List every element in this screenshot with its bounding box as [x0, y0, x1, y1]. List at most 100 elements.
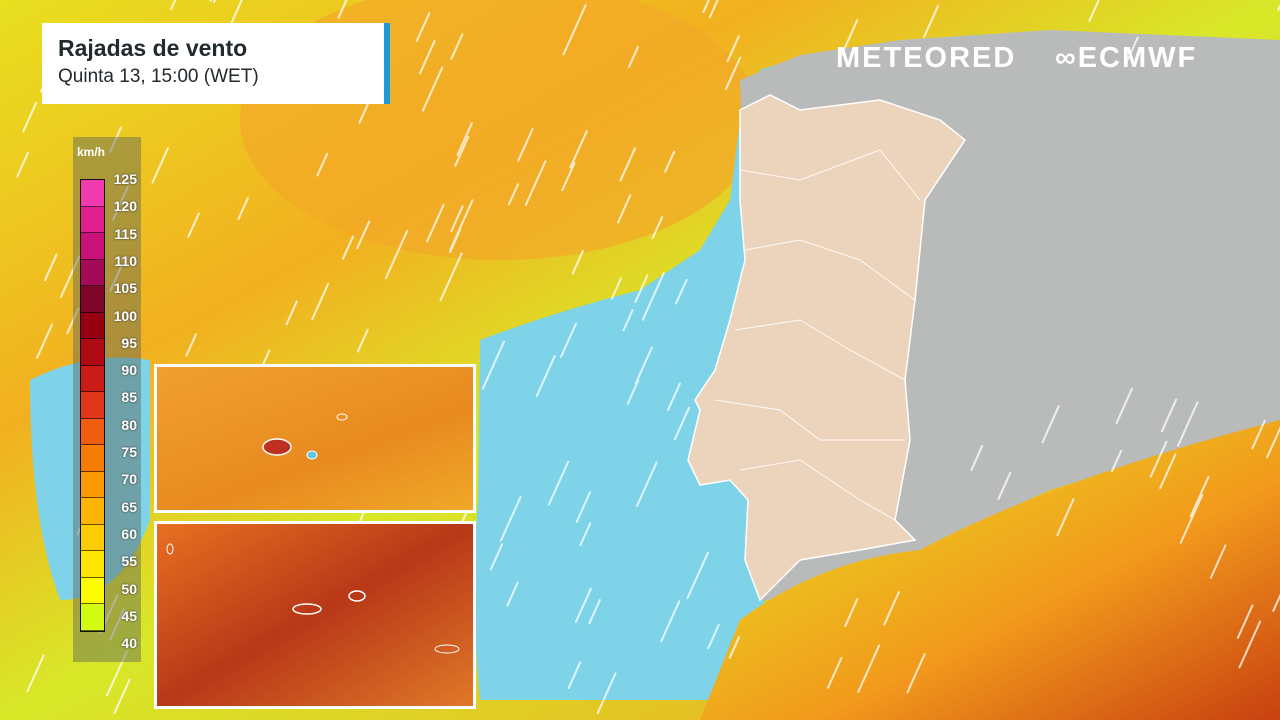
wind-streak [439, 252, 463, 302]
wind-streak [708, 0, 719, 19]
legend-label: 95 [121, 334, 137, 351]
wind-streak [906, 653, 926, 694]
wind-streak [726, 35, 740, 63]
wind-streak [857, 644, 881, 693]
wind-streak [506, 581, 519, 607]
wind-streak [26, 654, 45, 692]
wind-streak [883, 591, 900, 626]
legend-label: 100 [113, 307, 137, 324]
map-timestamp: Quinta 13, 15:00 (WET) [58, 66, 259, 87]
wind-streak [579, 522, 592, 547]
wind-streak [507, 183, 519, 206]
wind-streak [635, 461, 658, 508]
legend-swatch [81, 392, 104, 419]
wind-streak [567, 661, 582, 690]
wind-streak [641, 272, 665, 321]
wind-streak [651, 216, 664, 240]
wind-streak [419, 40, 436, 75]
wind-streak [617, 194, 632, 224]
wind-streak [844, 598, 859, 628]
wind-streak [1251, 419, 1266, 450]
legend-swatch [81, 233, 104, 260]
wind-streak [415, 12, 431, 42]
title-panel: Rajadas de vento Quinta 13, 15:00 (WET) [42, 23, 390, 104]
wind-streak [569, 130, 588, 169]
legend-color-bar [80, 179, 105, 632]
wind-streak [454, 135, 470, 167]
wind-streak [627, 46, 639, 69]
legend-label: 70 [121, 471, 137, 488]
wind-streak [59, 255, 81, 298]
legend-swatch [81, 471, 104, 498]
legend-swatch [81, 577, 104, 604]
wind-streak [970, 444, 984, 472]
wind-streak [337, 0, 348, 19]
portugal-land [687, 94, 967, 602]
wind-streak [626, 379, 640, 405]
ocean [474, 60, 790, 700]
wind-streak [341, 235, 355, 260]
wind-streak [384, 229, 409, 280]
legend-swatch [81, 418, 104, 445]
wind-streak [571, 250, 584, 275]
wind-streak [610, 277, 622, 300]
wind-streak [1115, 387, 1133, 424]
inset-map-lower [154, 521, 476, 709]
wind-streak [660, 600, 681, 643]
legend-swatch [81, 604, 104, 631]
legend-label: 110 [114, 252, 137, 269]
legend-swatch [81, 551, 104, 578]
wind-streak [547, 460, 570, 506]
ecmwf-logo: ∞ECMWF [1055, 42, 1198, 74]
wind-streak [596, 672, 617, 715]
wind-streak [356, 328, 369, 353]
wind-streak [500, 495, 522, 542]
wind-streak [111, 185, 129, 221]
legend-label: 125 [113, 171, 137, 187]
wind-streak [36, 323, 54, 359]
legend-label: 55 [121, 553, 137, 570]
wind-streak [170, 0, 177, 11]
wind-streak [728, 636, 741, 659]
island-group [166, 543, 460, 654]
wind-streak [1149, 440, 1168, 478]
legend-label: 50 [121, 580, 137, 597]
district-borders [714, 149, 921, 521]
wind-streak [481, 340, 506, 390]
wind-streak [686, 551, 709, 600]
legend-label: 80 [121, 416, 137, 433]
wind-streak [1266, 426, 1280, 459]
wind-streak [237, 197, 249, 220]
wind-streak [634, 346, 653, 385]
wind-streak [664, 150, 676, 173]
south-wind-field [700, 420, 1280, 720]
wind-streak [109, 126, 123, 153]
legend-label: 90 [121, 362, 137, 379]
legend-label: 115 [114, 225, 137, 242]
wind-streak [109, 266, 123, 292]
wind-streak [588, 599, 601, 625]
wind-streak [1236, 604, 1254, 639]
legend-swatch [81, 206, 104, 233]
wind-streak [524, 160, 547, 206]
wind-streak [622, 309, 634, 332]
wind-streak [707, 624, 720, 650]
wind-streak [316, 152, 329, 177]
wind-streak [44, 253, 58, 282]
wind-streak [426, 203, 445, 243]
wind-streak [634, 274, 649, 303]
wind-streak [1041, 405, 1060, 444]
legend-label: 120 [113, 198, 137, 215]
legend-label: 105 [113, 280, 137, 297]
legend-swatch [81, 498, 104, 525]
wind-streak [574, 587, 592, 624]
wind-streak [1160, 398, 1178, 433]
wind-streak [450, 205, 464, 233]
island-group [262, 413, 348, 460]
wind-streak [1159, 453, 1177, 490]
meteored-logo: METEORED [836, 42, 1017, 74]
wind-streak [702, 0, 710, 14]
wind-streak [535, 355, 556, 398]
wind-streak [562, 4, 587, 56]
